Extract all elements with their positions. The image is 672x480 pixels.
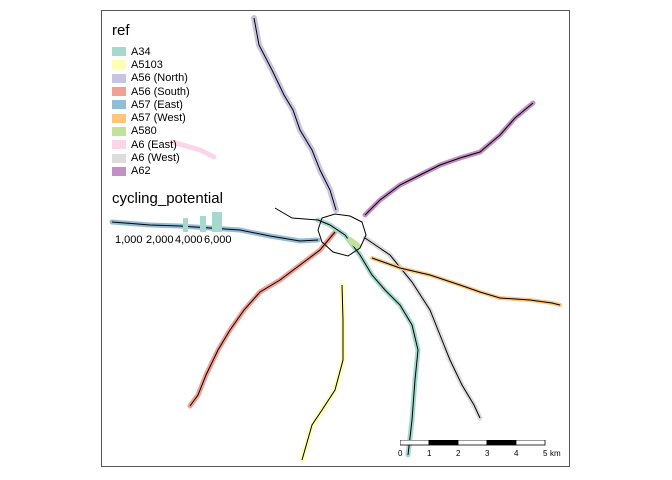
legend-label: A56 (South) — [131, 85, 190, 98]
legend-item: A580 — [112, 125, 190, 138]
city-centre-network — [274, 207, 367, 257]
scale-tick-5: 5 — [543, 449, 548, 458]
legend-label: A580 — [131, 125, 157, 138]
legend-swatch — [112, 87, 126, 97]
legend-item: A6 (East) — [112, 138, 190, 151]
cycling-potential-labels: 1,000 2,000 4,000 6,000 — [115, 234, 236, 246]
cycling-label-1: 1,000 — [115, 234, 143, 246]
legend-item: A56 (North) — [112, 72, 190, 85]
route-a6-west — [362, 235, 483, 421]
legend-swatch — [112, 113, 126, 123]
legend-swatch — [112, 126, 126, 136]
legend-item: A34 — [112, 45, 190, 58]
scale-bar-graphic — [400, 440, 546, 446]
legend-item: A57 (West) — [112, 111, 190, 124]
cycling-label-2: 2,000 — [146, 234, 174, 246]
legend-label: A6 (East) — [131, 138, 177, 151]
legend-label: A57 (East) — [131, 98, 183, 111]
legend-label: A34 — [131, 45, 151, 58]
route-a6-east — [169, 139, 217, 160]
scale-tick-0: 0 — [398, 449, 403, 458]
legend-item: A6 (West) — [112, 151, 190, 164]
cycling-label-3: 4,000 — [175, 234, 203, 246]
legend-title-cycling-potential: cycling_potential — [112, 190, 223, 207]
legend-label: A57 (West) — [131, 112, 186, 125]
cycling-label-4: 6,000 — [204, 234, 232, 246]
route-a57-west — [370, 256, 562, 307]
legend-swatch — [112, 100, 126, 110]
legend-label: A5103 — [131, 58, 163, 71]
scale-tick-2: 2 — [456, 449, 461, 458]
scale-tick-4: 4 — [514, 449, 519, 458]
legend-label: A56 (North) — [131, 72, 188, 85]
legend-items: A34 A5103 A56 (North) A56 (South) A57 (East)… — [112, 45, 190, 178]
route-a5103 — [299, 282, 346, 463]
legend-swatch — [112, 47, 126, 57]
legend-item: A57 (East) — [112, 98, 190, 111]
legend-item: A56 (South) — [112, 85, 190, 98]
legend-swatch — [112, 73, 126, 83]
legend-label: A6 (West) — [131, 152, 180, 165]
legend-item: A62 — [112, 165, 190, 178]
legend-label: A62 — [131, 165, 151, 178]
route-a62 — [362, 100, 536, 218]
map-legend: ref A34 A5103 A56 (North) A56 (South) A57 (E… — [112, 22, 190, 178]
scale-tick-1: 1 — [427, 449, 432, 458]
legend-swatch — [112, 60, 126, 70]
legend-swatch — [112, 153, 126, 163]
legend-title-ref: ref — [112, 22, 130, 39]
route-a56-north — [251, 15, 339, 213]
scale-tick-3: 3 — [485, 449, 490, 458]
scale-bar-ticks: 0 1 2 3 4 5 km — [398, 449, 561, 461]
legend-item: A5103 — [112, 58, 190, 71]
legend-swatch — [112, 140, 126, 150]
route-a34 — [315, 217, 421, 458]
scale-unit: km — [550, 449, 561, 458]
route-a580 — [347, 237, 361, 249]
route-a56-south — [187, 229, 338, 409]
legend-swatch — [112, 166, 126, 176]
route-a57-east — [109, 212, 321, 244]
